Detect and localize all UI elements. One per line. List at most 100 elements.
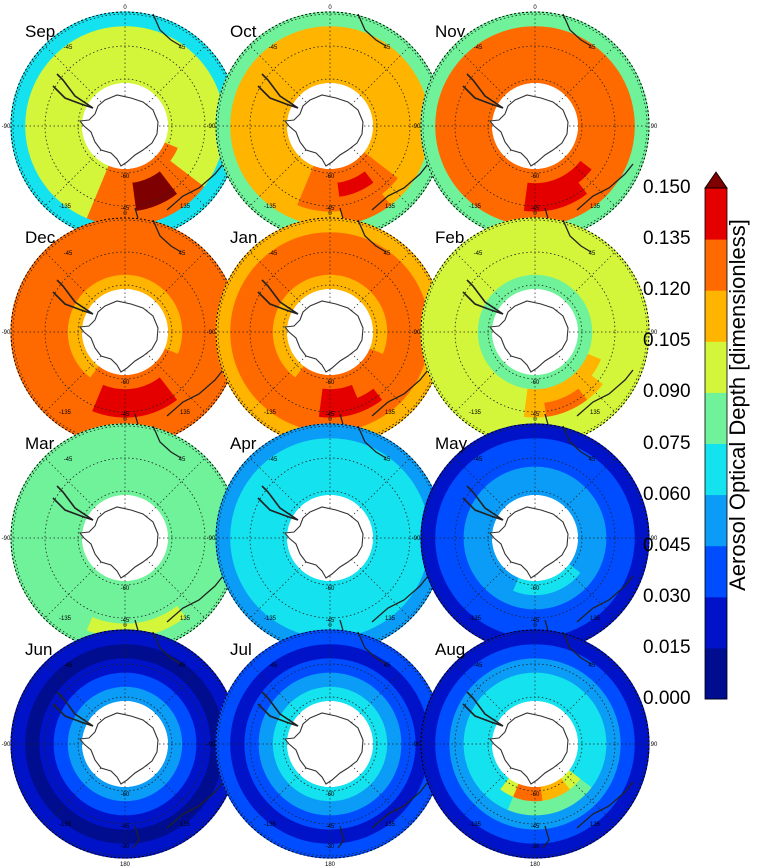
aod-cell bbox=[31, 157, 58, 188]
aod-cell bbox=[448, 731, 465, 756]
aod-cell bbox=[157, 33, 187, 59]
aod-cell bbox=[602, 682, 629, 713]
aod-cell bbox=[58, 353, 80, 376]
graticule-circle bbox=[249, 457, 411, 619]
aod-cell bbox=[572, 205, 605, 233]
aod-cell bbox=[543, 809, 568, 830]
aod-cell bbox=[184, 804, 216, 836]
aod-cell bbox=[39, 134, 60, 159]
aod-cell bbox=[67, 572, 91, 596]
lon-label-top: 0 bbox=[328, 417, 332, 423]
aod-cell bbox=[455, 251, 484, 280]
aod-cell bbox=[136, 232, 165, 254]
lon-label-ul: -45 bbox=[64, 457, 73, 463]
aod-cell bbox=[600, 135, 621, 160]
aod-cell bbox=[18, 369, 46, 402]
aod-cell bbox=[239, 446, 271, 478]
aod-cell bbox=[428, 163, 456, 196]
aod-cell bbox=[132, 466, 154, 486]
aod-cell bbox=[301, 796, 323, 816]
aod-cell bbox=[97, 260, 119, 280]
aod-cell bbox=[185, 241, 217, 273]
aod-cell bbox=[19, 467, 47, 500]
africa-coast bbox=[357, 13, 387, 47]
aod-cell bbox=[386, 279, 410, 306]
aod-cell bbox=[602, 364, 628, 394]
aod-cell bbox=[32, 476, 58, 506]
lon-label-left: -90 bbox=[2, 330, 11, 336]
aod-cell bbox=[244, 92, 265, 117]
aod-cell bbox=[272, 778, 296, 802]
aod-cell bbox=[96, 796, 118, 816]
aod-cell bbox=[395, 753, 416, 778]
aod-cell bbox=[258, 132, 278, 154]
aod-cell bbox=[67, 778, 91, 802]
lon-label-bottom: 180 bbox=[530, 862, 541, 867]
aod-cell bbox=[600, 341, 621, 366]
aod-cell bbox=[258, 733, 274, 754]
panel-title-sep: Sep bbox=[25, 22, 56, 41]
lat-label: -45 bbox=[531, 618, 540, 624]
lon-label-ll: -135 bbox=[264, 204, 277, 210]
aod-cell bbox=[184, 186, 216, 218]
aod-cell bbox=[545, 823, 574, 844]
aod-cell bbox=[97, 672, 119, 692]
aod-cell bbox=[364, 572, 388, 596]
aod-cell bbox=[523, 451, 548, 468]
lon-label-right: 90 bbox=[651, 124, 658, 130]
aod-cell bbox=[39, 298, 60, 323]
aod-cell bbox=[34, 240, 66, 272]
lon-label-right: 90 bbox=[651, 742, 658, 748]
lon-label-ll: -135 bbox=[469, 410, 482, 416]
aod-cell bbox=[268, 193, 298, 219]
aod-cell bbox=[435, 292, 457, 321]
lon-label-top: 0 bbox=[533, 417, 537, 423]
aod-cell bbox=[110, 423, 142, 440]
africa-coast bbox=[562, 631, 592, 665]
aod-cell bbox=[92, 658, 117, 679]
aod-cell bbox=[151, 800, 178, 824]
aod-cell bbox=[594, 804, 626, 836]
aod-cell bbox=[463, 750, 483, 772]
aod-cell bbox=[542, 54, 564, 74]
lon-label-ul: -45 bbox=[269, 457, 278, 463]
aod-cell bbox=[482, 46, 509, 70]
aod-cell bbox=[382, 545, 402, 567]
aod-cell bbox=[203, 576, 231, 609]
antarctica-coastline bbox=[283, 94, 364, 167]
aod-cell bbox=[319, 182, 340, 198]
aod-cell bbox=[152, 252, 179, 276]
aod-cell bbox=[244, 134, 265, 159]
aod-cell bbox=[192, 570, 218, 600]
aod-cell bbox=[25, 86, 47, 115]
aod-cell bbox=[250, 564, 274, 591]
colorbar-segment bbox=[705, 443, 727, 496]
aod-cell bbox=[291, 26, 320, 47]
south-america-coast bbox=[52, 73, 94, 109]
aod-cell bbox=[602, 476, 629, 507]
aod-cell bbox=[455, 564, 479, 591]
aod-cell bbox=[244, 504, 265, 529]
aod-cell bbox=[544, 40, 569, 61]
lon-label-top: 0 bbox=[123, 417, 127, 423]
graticule-circle bbox=[454, 663, 616, 825]
lon-label-top: 0 bbox=[533, 5, 537, 11]
map-frame bbox=[420, 217, 650, 447]
aod-cell bbox=[223, 575, 251, 608]
aod-cell bbox=[389, 392, 421, 424]
aod-cell bbox=[39, 340, 60, 365]
lon-label-ul: -45 bbox=[64, 251, 73, 257]
lon-label-ur: 45 bbox=[179, 251, 186, 257]
aod-cell bbox=[55, 19, 88, 47]
aod-cell bbox=[25, 342, 46, 371]
aod-cell bbox=[338, 809, 363, 830]
lon-label-top: 0 bbox=[123, 5, 127, 11]
aod-cell bbox=[591, 734, 608, 755]
aod-cell bbox=[204, 56, 232, 89]
aod-cell bbox=[364, 366, 388, 390]
aod-cell bbox=[337, 54, 359, 74]
aod-cell bbox=[506, 384, 528, 404]
africa-coast bbox=[152, 631, 182, 665]
australia-coast bbox=[576, 575, 634, 623]
